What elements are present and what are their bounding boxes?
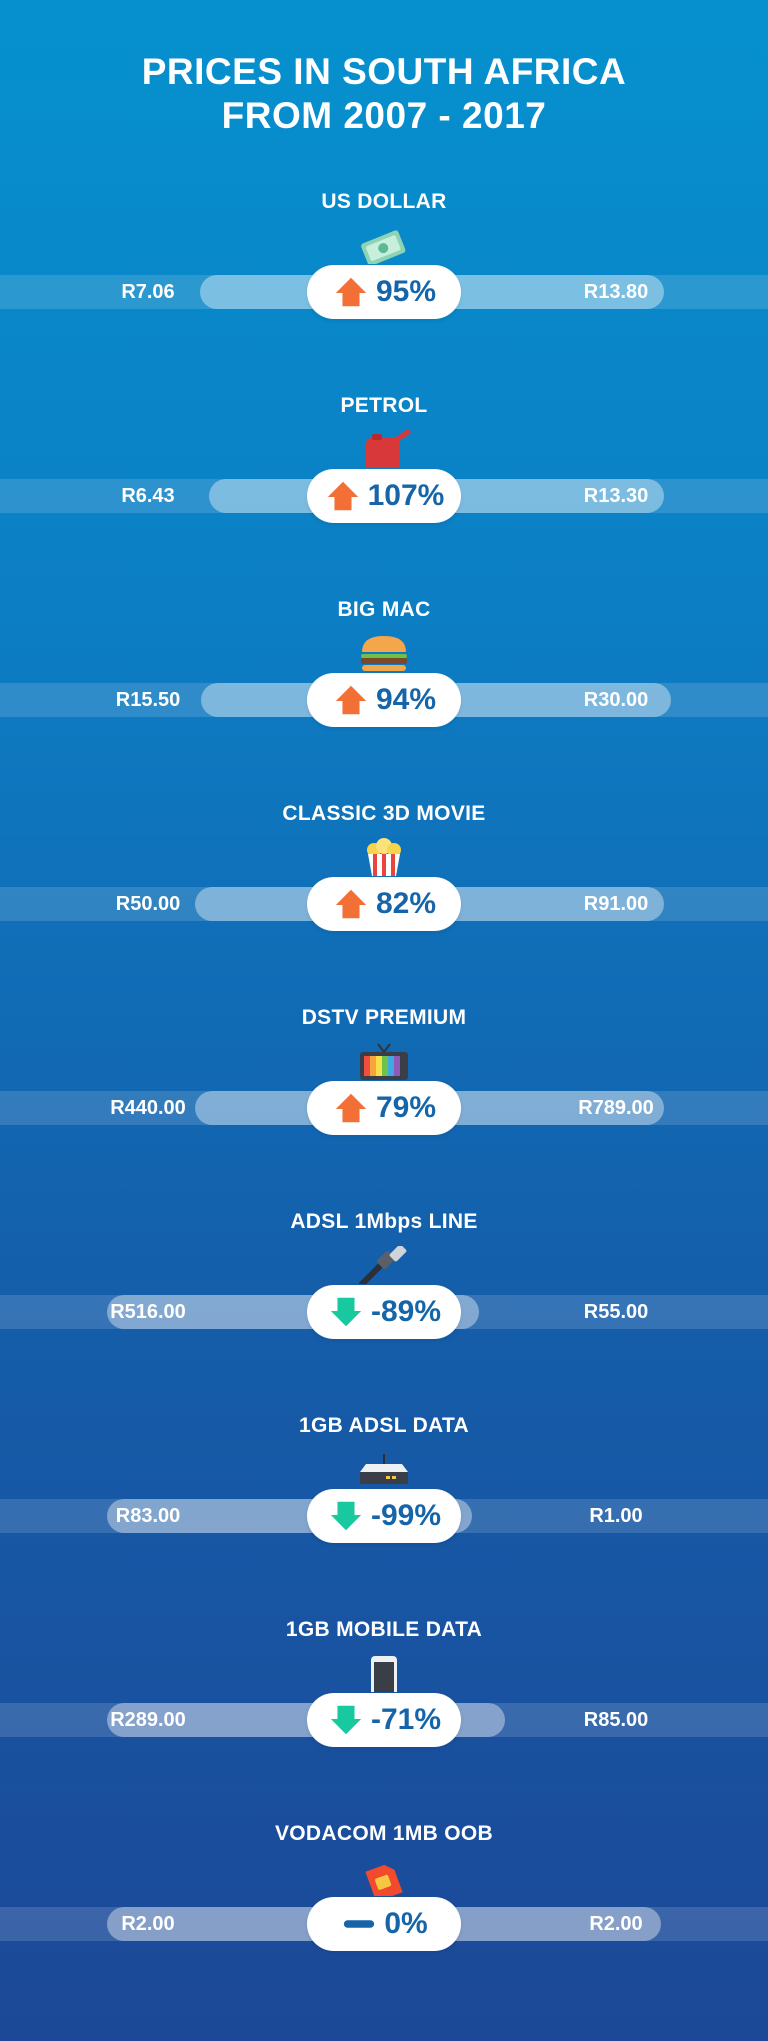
change-badge: -99% — [307, 1489, 461, 1543]
tv-icon — [360, 1043, 408, 1080]
arrow-down-icon — [330, 1297, 362, 1327]
price-item-3d-movie: CLASSIC 3D MOVIE R50.00 R91.00 82% — [0, 802, 768, 972]
price-2007: R15.50 — [115, 689, 181, 711]
arrow-up-icon — [335, 685, 367, 715]
item-label: 1GB MOBILE DATA — [285, 1618, 483, 1641]
popcorn-icon — [367, 838, 401, 876]
change-percent: 107% — [367, 479, 445, 512]
title-line-2: FROM 2007 - 2017 — [221, 95, 547, 136]
change-percent: -71% — [370, 1703, 442, 1736]
price-2007: R7.06 — [121, 281, 175, 303]
price-item-mobile-data: 1GB MOBILE DATA R289.00 R85.00 -71% — [0, 1618, 768, 1788]
title-line-1: PRICES IN SOUTH AFRICA — [141, 51, 627, 92]
arrow-up-icon — [335, 889, 367, 919]
change-badge: 79% — [307, 1081, 461, 1135]
item-label: VODACOM 1MB OOB — [274, 1822, 493, 1845]
item-label: BIG MAC — [337, 598, 431, 621]
change-badge: 95% — [307, 265, 461, 319]
arrow-down-icon — [330, 1705, 362, 1735]
price-2007: R289.00 — [110, 1709, 186, 1731]
price-2007: R83.00 — [115, 1505, 181, 1527]
price-2017: R789.00 — [578, 1097, 654, 1119]
price-2017: R30.00 — [583, 689, 649, 711]
change-percent: -99% — [370, 1499, 442, 1532]
arrow-up-icon — [327, 481, 358, 511]
price-2007: R516.00 — [110, 1301, 186, 1323]
phone-icon — [371, 1656, 397, 1692]
price-2017: R85.00 — [583, 1709, 649, 1731]
arrow-down-icon — [330, 1501, 362, 1531]
change-badge: 82% — [307, 877, 461, 931]
arrow-up-icon — [335, 277, 367, 307]
price-item-big-mac: BIG MAC R15.50 R30.00 94% — [0, 598, 768, 768]
price-2007: R6.43 — [121, 485, 175, 507]
change-badge: -89% — [307, 1285, 461, 1339]
price-item-adsl-line: ADSL 1Mbps LINE R516.00 R55.00 -89% — [0, 1210, 768, 1380]
change-percent: 79% — [375, 1091, 437, 1124]
price-item-petrol: PETROL R6.43 R13.30 107% — [0, 394, 768, 564]
price-2017: R1.00 — [589, 1505, 643, 1527]
item-label: 1GB ADSL DATA — [299, 1414, 469, 1437]
price-2017: R91.00 — [583, 893, 649, 915]
page-title: PRICES IN SOUTH AFRICA FROM 2007 - 2017 — [0, 50, 768, 138]
item-label: DSTV PREMIUM — [301, 1006, 467, 1029]
burger-icon — [361, 636, 407, 671]
money-icon — [361, 230, 406, 264]
price-2007: R2.00 — [121, 1913, 175, 1935]
price-2017: R13.80 — [583, 281, 649, 303]
sim-card-icon — [365, 1864, 403, 1896]
fuel-can-icon — [366, 430, 411, 468]
price-item-us-dollar: US DOLLAR R7.06 R13.80 95% — [0, 190, 768, 360]
item-label: ADSL 1Mbps LINE — [290, 1210, 478, 1233]
price-item-vodacom-oob: VODACOM 1MB OOB R2.00 R2.00 0% — [0, 1822, 768, 1992]
change-percent: 94% — [375, 683, 437, 716]
item-label: US DOLLAR — [321, 190, 447, 213]
change-percent: 95% — [375, 275, 437, 308]
change-badge: 94% — [307, 673, 461, 727]
price-2007: R440.00 — [110, 1097, 186, 1119]
price-2017: R13.30 — [583, 485, 649, 507]
arrow-up-icon — [335, 1093, 367, 1123]
item-label: CLASSIC 3D MOVIE — [282, 802, 486, 825]
price-2017: R55.00 — [583, 1301, 649, 1323]
router-icon — [360, 1454, 408, 1484]
price-item-dstv: DSTV PREMIUM R440.00 R789.00 79% — [0, 1006, 768, 1176]
change-badge: 0% — [307, 1897, 461, 1951]
dash-icon — [344, 1920, 375, 1928]
change-percent: -89% — [370, 1295, 442, 1328]
price-item-adsl-data: 1GB ADSL DATA R83.00 R1.00 -99% — [0, 1414, 768, 1584]
price-2007: R50.00 — [115, 893, 181, 915]
change-percent: 0% — [384, 1907, 428, 1940]
change-badge: -71% — [307, 1693, 461, 1747]
change-badge: 107% — [307, 469, 461, 523]
item-label: PETROL — [340, 394, 428, 417]
cable-icon — [359, 1246, 407, 1284]
price-2017: R2.00 — [589, 1913, 643, 1935]
change-percent: 82% — [375, 887, 437, 920]
